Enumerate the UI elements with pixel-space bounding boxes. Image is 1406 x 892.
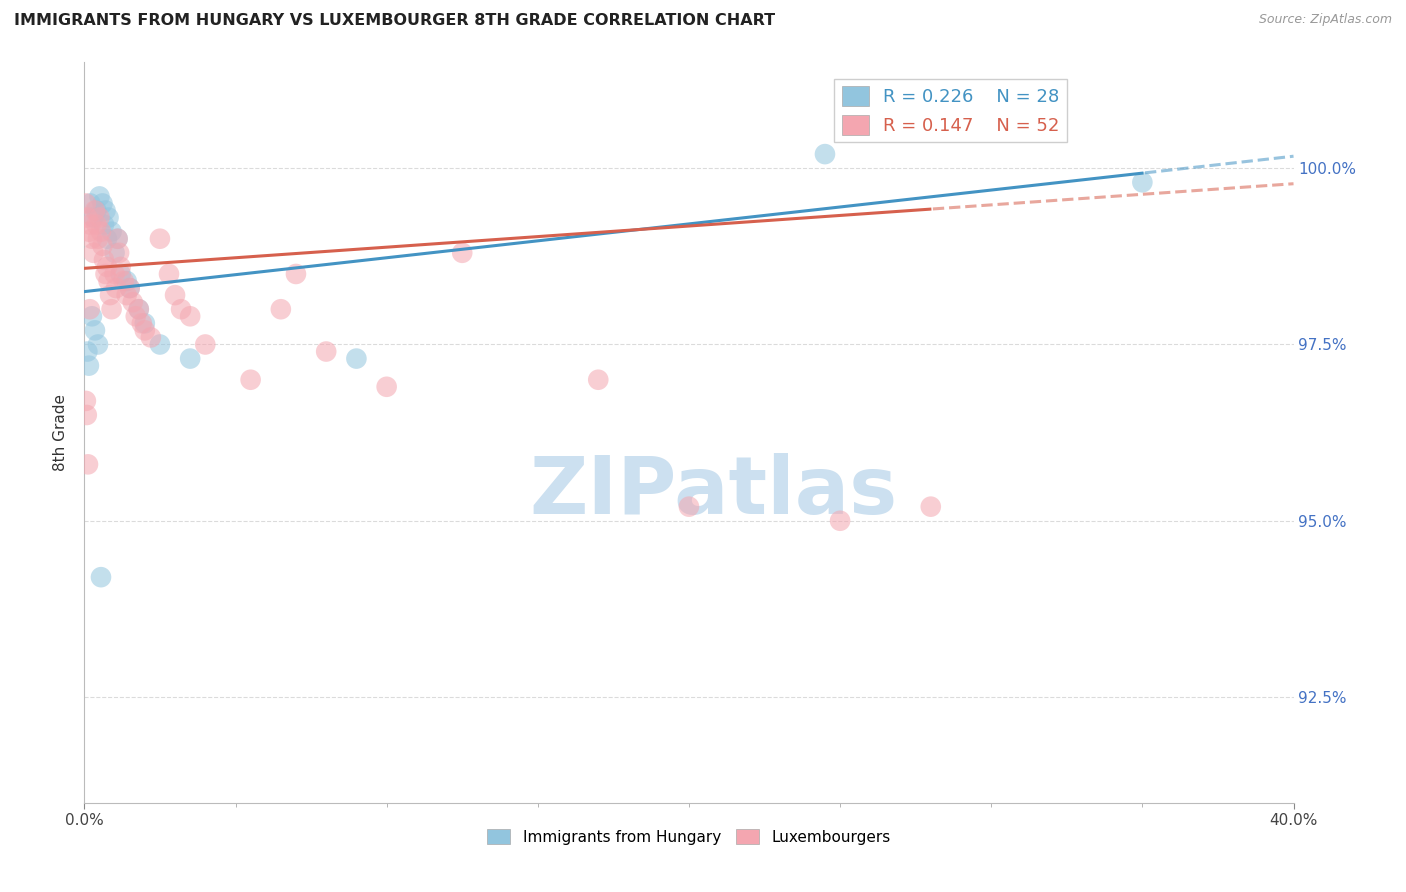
Point	[375, 380, 398, 394]
Point	[89, 189, 111, 203]
Point	[920, 500, 942, 514]
Point	[77, 359, 100, 373]
Point	[93, 252, 115, 267]
Point	[315, 344, 337, 359]
Point	[82, 211, 104, 225]
Point	[76, 211, 98, 225]
Point	[121, 295, 143, 310]
Point	[96, 232, 118, 246]
Point	[107, 232, 129, 246]
Point	[97, 274, 120, 288]
Point	[91, 196, 114, 211]
Point	[93, 218, 115, 232]
Point	[86, 203, 108, 218]
Point	[157, 267, 180, 281]
Point	[104, 245, 127, 260]
Point	[270, 302, 292, 317]
Point	[118, 281, 141, 295]
Point	[94, 203, 117, 218]
Point	[79, 218, 101, 232]
Point	[80, 310, 103, 324]
Point	[79, 196, 101, 211]
Point	[1132, 175, 1154, 189]
Point	[89, 211, 111, 225]
Point	[87, 337, 110, 351]
Point	[77, 225, 100, 239]
Point	[451, 245, 474, 260]
Point	[678, 500, 700, 514]
Point	[94, 267, 117, 281]
Point	[125, 310, 148, 324]
Point	[100, 302, 122, 317]
Point	[76, 344, 98, 359]
Point	[104, 267, 127, 281]
Point	[139, 330, 162, 344]
Point	[112, 274, 135, 288]
Point	[115, 288, 138, 302]
Point	[100, 225, 122, 239]
Point	[149, 232, 172, 246]
Point	[84, 323, 107, 337]
Point	[82, 245, 104, 260]
Point	[346, 351, 368, 366]
Point	[110, 260, 132, 274]
Point	[118, 281, 141, 295]
Point	[179, 351, 201, 366]
Point	[76, 408, 98, 422]
Point	[86, 218, 108, 232]
Point	[107, 232, 129, 246]
Legend: Immigrants from Hungary, Luxembourgers: Immigrants from Hungary, Luxembourgers	[481, 822, 897, 851]
Point	[134, 316, 156, 330]
Point	[149, 337, 172, 351]
Point	[239, 373, 262, 387]
Point	[87, 232, 110, 246]
Point	[814, 147, 837, 161]
Point	[115, 274, 138, 288]
Point	[170, 302, 193, 317]
Text: Source: ZipAtlas.com: Source: ZipAtlas.com	[1258, 13, 1392, 27]
Point	[91, 239, 114, 253]
Point	[134, 323, 156, 337]
Point	[110, 267, 132, 281]
Text: IMMIGRANTS FROM HUNGARY VS LUXEMBOURGER 8TH GRADE CORRELATION CHART: IMMIGRANTS FROM HUNGARY VS LUXEMBOURGER …	[14, 13, 775, 29]
Point	[105, 281, 128, 295]
Point	[75, 393, 97, 408]
Point	[128, 302, 150, 317]
Point	[194, 337, 217, 351]
Point	[96, 260, 118, 274]
Point	[97, 211, 120, 225]
Point	[830, 514, 852, 528]
Point	[90, 225, 112, 239]
Point	[98, 288, 121, 302]
Point	[108, 245, 131, 260]
Y-axis label: 8th Grade: 8th Grade	[53, 394, 69, 471]
Text: ZIPatlas: ZIPatlas	[529, 453, 897, 531]
Point	[90, 570, 112, 584]
Point	[75, 196, 97, 211]
Point	[128, 302, 150, 317]
Point	[179, 310, 201, 324]
Point	[285, 267, 308, 281]
Point	[131, 316, 153, 330]
Point	[588, 373, 610, 387]
Point	[79, 302, 101, 317]
Point	[84, 203, 107, 218]
Point	[165, 288, 187, 302]
Point	[80, 232, 103, 246]
Point	[77, 458, 100, 472]
